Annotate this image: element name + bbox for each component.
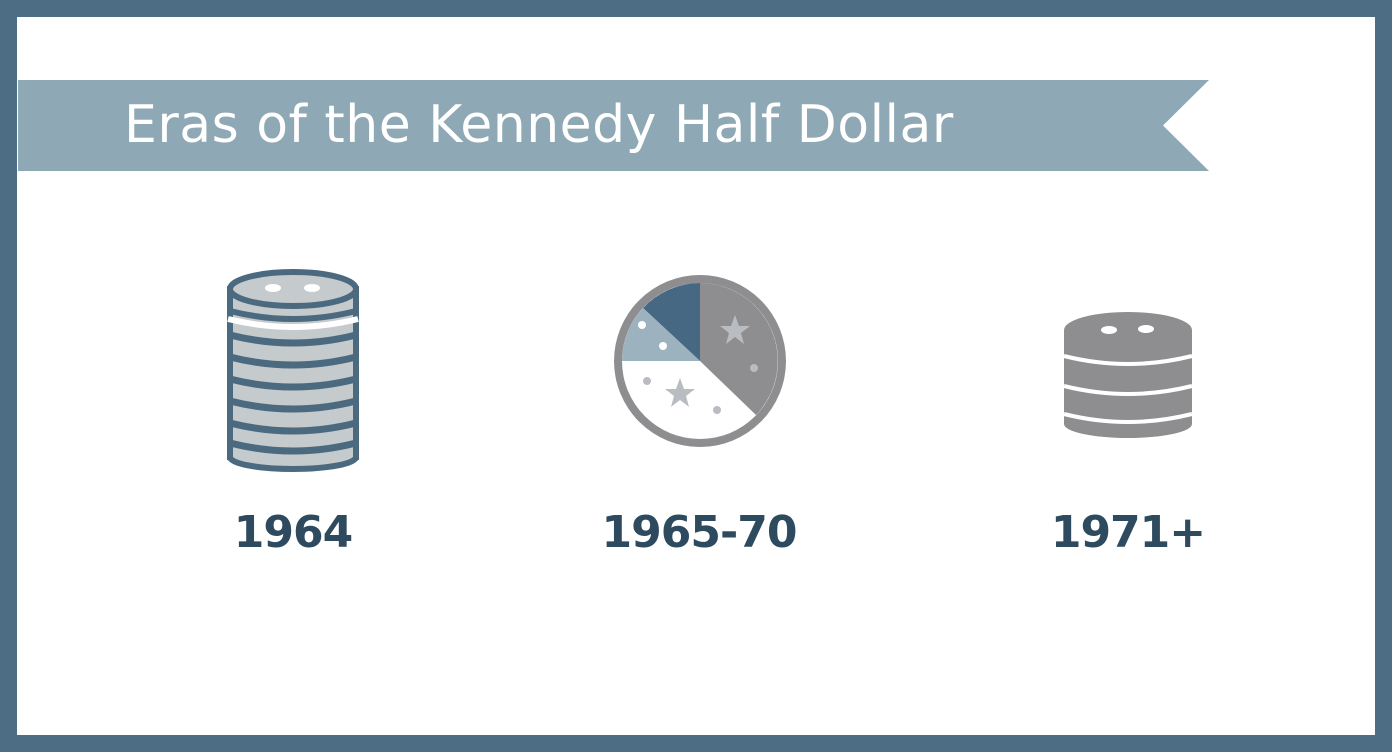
title-banner: Eras of the Kennedy Half Dollar — [18, 80, 1209, 171]
era-1965-70: 1965-70 — [549, 257, 849, 587]
tall-coin-stack-icon — [143, 257, 443, 477]
era-label: 1971+ — [1050, 507, 1206, 558]
short-coin-stack-icon — [978, 257, 1278, 477]
page-title: Eras of the Kennedy Half Dollar — [124, 95, 954, 155]
pie-coin-icon — [549, 257, 849, 477]
ribbon-shape — [18, 80, 1209, 171]
era-1971-plus: 1971+ — [978, 257, 1278, 587]
era-label: 1965-70 — [601, 507, 798, 558]
era-1964: 1964 — [143, 257, 443, 587]
infographic-frame: Eras of the Kennedy Half Dollar — [17, 17, 1375, 735]
era-label: 1964 — [233, 507, 353, 558]
